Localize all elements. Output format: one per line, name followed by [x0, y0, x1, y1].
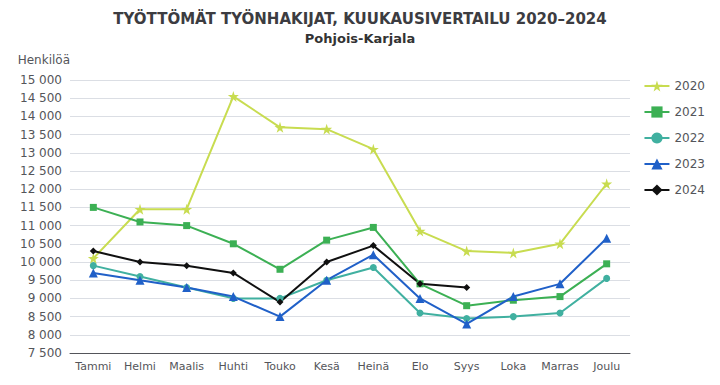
svg-text:2024: 2024 — [674, 183, 705, 197]
svg-text:TYÖTTÖMÄT TYÖNHAKIJAT, KUUKAUS: TYÖTTÖMÄT TYÖNHAKIJAT, KUUKAUSIVERTAILU … — [113, 9, 606, 28]
svg-text:9 000: 9 000 — [28, 291, 62, 305]
svg-text:11 500: 11 500 — [20, 200, 62, 214]
svg-text:13 000: 13 000 — [20, 146, 62, 160]
svg-text:7 500: 7 500 — [28, 346, 62, 360]
svg-text:8 500: 8 500 — [28, 310, 62, 324]
svg-text:14 000: 14 000 — [20, 109, 62, 123]
svg-text:2022: 2022 — [674, 131, 705, 145]
svg-text:Henkilöä: Henkilöä — [18, 53, 70, 67]
svg-text:Helmi: Helmi — [124, 360, 156, 373]
svg-text:13 500: 13 500 — [20, 128, 62, 142]
svg-text:8 000: 8 000 — [28, 328, 62, 342]
svg-text:14 500: 14 500 — [20, 91, 62, 105]
svg-text:Loka: Loka — [501, 360, 527, 373]
svg-text:2023: 2023 — [674, 157, 705, 171]
svg-text:12 000: 12 000 — [20, 182, 62, 196]
svg-text:9 500: 9 500 — [28, 273, 62, 287]
svg-text:12 500: 12 500 — [20, 164, 62, 178]
svg-text:2021: 2021 — [674, 105, 705, 119]
svg-text:Syys: Syys — [454, 360, 480, 373]
svg-text:Joulu: Joulu — [592, 360, 620, 373]
svg-text:2020: 2020 — [674, 79, 705, 93]
svg-text:Kesä: Kesä — [314, 360, 340, 373]
svg-text:10 500: 10 500 — [20, 237, 62, 251]
svg-text:Elo: Elo — [412, 360, 429, 373]
svg-text:Tammi: Tammi — [74, 360, 111, 373]
svg-text:10 000: 10 000 — [20, 255, 62, 269]
svg-text:Pohjois-Karjala: Pohjois-Karjala — [305, 31, 415, 46]
svg-text:Touko: Touko — [263, 360, 296, 373]
svg-text:Heinä: Heinä — [357, 360, 389, 373]
svg-text:15 000: 15 000 — [20, 73, 62, 87]
svg-text:Huhti: Huhti — [219, 360, 249, 373]
svg-text:11 000: 11 000 — [20, 219, 62, 233]
svg-text:Marras: Marras — [541, 360, 579, 373]
svg-text:Maalis: Maalis — [169, 360, 204, 373]
